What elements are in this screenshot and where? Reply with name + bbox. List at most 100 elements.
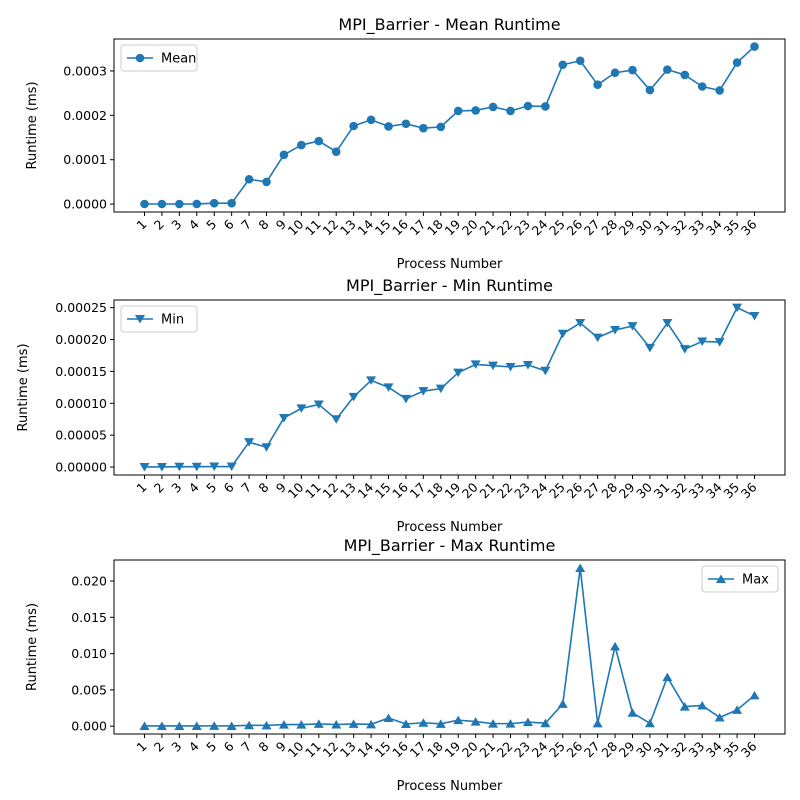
data-point <box>401 119 411 129</box>
data-point <box>418 387 429 396</box>
data-point <box>419 123 428 133</box>
legend-marker <box>135 53 145 63</box>
y-tick-label: 0.000 <box>71 719 107 734</box>
x-tick-label: 8 <box>255 479 271 495</box>
x-tick-label: 1 <box>133 217 149 233</box>
data-point <box>331 147 341 157</box>
data-point <box>592 718 603 728</box>
data-point <box>313 400 324 410</box>
data-point <box>697 337 708 346</box>
data-point <box>297 140 306 150</box>
legend: Min <box>120 305 198 333</box>
data-point <box>156 721 167 730</box>
data-point <box>418 718 429 727</box>
legend: Max <box>701 565 779 593</box>
y-tick-label: 0.00025 <box>55 300 107 315</box>
data-point <box>644 718 655 728</box>
data-point <box>244 438 255 447</box>
data-point <box>156 462 167 472</box>
data-point <box>679 345 690 354</box>
data-point <box>349 121 358 131</box>
x-tick-label: 1 <box>133 480 149 496</box>
data-point <box>470 717 481 726</box>
data-point <box>610 641 621 651</box>
legend-box <box>120 305 198 333</box>
y-tick-label: 0.005 <box>71 682 107 697</box>
data-point <box>697 700 708 710</box>
x-tick-label: 3 <box>168 217 184 233</box>
x-tick-label: 7 <box>238 739 254 755</box>
x-axis-label: Process Number <box>397 779 503 794</box>
x-tick-label: 2 <box>151 217 167 233</box>
y-tick-label: 0.00020 <box>55 332 107 347</box>
data-point <box>313 719 324 728</box>
legend-label: Mean <box>161 52 196 67</box>
data-point <box>575 318 586 328</box>
data-point <box>278 720 289 729</box>
data-point <box>470 360 481 369</box>
legend: Mean <box>120 44 198 72</box>
data-point <box>366 719 377 729</box>
data-point <box>471 106 480 115</box>
y-tick-label: 0.015 <box>71 610 107 625</box>
y-tick-label: 0.0001 <box>63 152 107 167</box>
data-point <box>732 303 743 313</box>
data-point <box>558 60 568 70</box>
x-tick-label: 2 <box>151 480 167 496</box>
data-point <box>488 102 498 112</box>
data-point <box>715 86 724 95</box>
series-line-mean <box>144 45 756 205</box>
legend-marker <box>135 315 145 324</box>
x-tick-label: 8 <box>255 738 271 754</box>
data-point <box>296 404 307 413</box>
data-point <box>679 702 690 711</box>
data-point <box>453 106 463 116</box>
data-point <box>575 56 585 66</box>
x-tick-label: 6 <box>221 216 237 232</box>
data-point <box>209 721 220 730</box>
data-point <box>627 322 638 331</box>
x-tick-label: 1 <box>133 739 149 755</box>
data-point <box>644 343 655 353</box>
y-tick-label: 0.020 <box>71 574 107 589</box>
data-point <box>645 85 655 95</box>
data-point <box>541 102 550 111</box>
x-tick-label: 2 <box>151 739 167 755</box>
data-point <box>593 80 602 90</box>
data-point <box>383 713 394 723</box>
data-point <box>662 318 673 328</box>
data-point <box>261 720 272 730</box>
data-point <box>436 122 446 132</box>
data-point <box>749 690 760 700</box>
y-tick-label: 0.00000 <box>55 460 107 475</box>
y-axis-label: Runtime (ms) <box>25 603 40 691</box>
chart-title: MPI_Barrier - Min Runtime <box>346 276 553 296</box>
data-point <box>506 106 515 116</box>
x-tick-label: 4 <box>186 738 202 754</box>
data-point <box>244 720 255 730</box>
data-point <box>140 199 149 209</box>
legend-marker <box>716 574 726 583</box>
x-axis-label: Process Number <box>397 520 503 535</box>
data-point <box>383 383 394 392</box>
data-point <box>610 68 620 78</box>
data-point <box>628 65 637 75</box>
data-point <box>522 717 533 727</box>
x-tick-label: 3 <box>168 480 184 496</box>
chart-title: MPI_Barrier - Max Runtime <box>344 536 556 556</box>
data-point <box>209 462 220 472</box>
x-tick-label: 36 <box>738 738 760 760</box>
x-axis-label: Process Number <box>397 257 503 272</box>
data-point <box>262 177 271 187</box>
data-point <box>505 719 516 728</box>
legend-box <box>701 565 779 593</box>
data-point <box>697 82 707 91</box>
data-point <box>488 719 499 728</box>
data-point <box>384 122 393 131</box>
data-point <box>209 198 219 208</box>
data-point <box>348 392 359 402</box>
data-point <box>522 361 533 370</box>
data-point <box>505 362 516 372</box>
x-tick-label: 5 <box>203 739 219 755</box>
y-axis-label: Runtime (ms) <box>16 343 31 431</box>
